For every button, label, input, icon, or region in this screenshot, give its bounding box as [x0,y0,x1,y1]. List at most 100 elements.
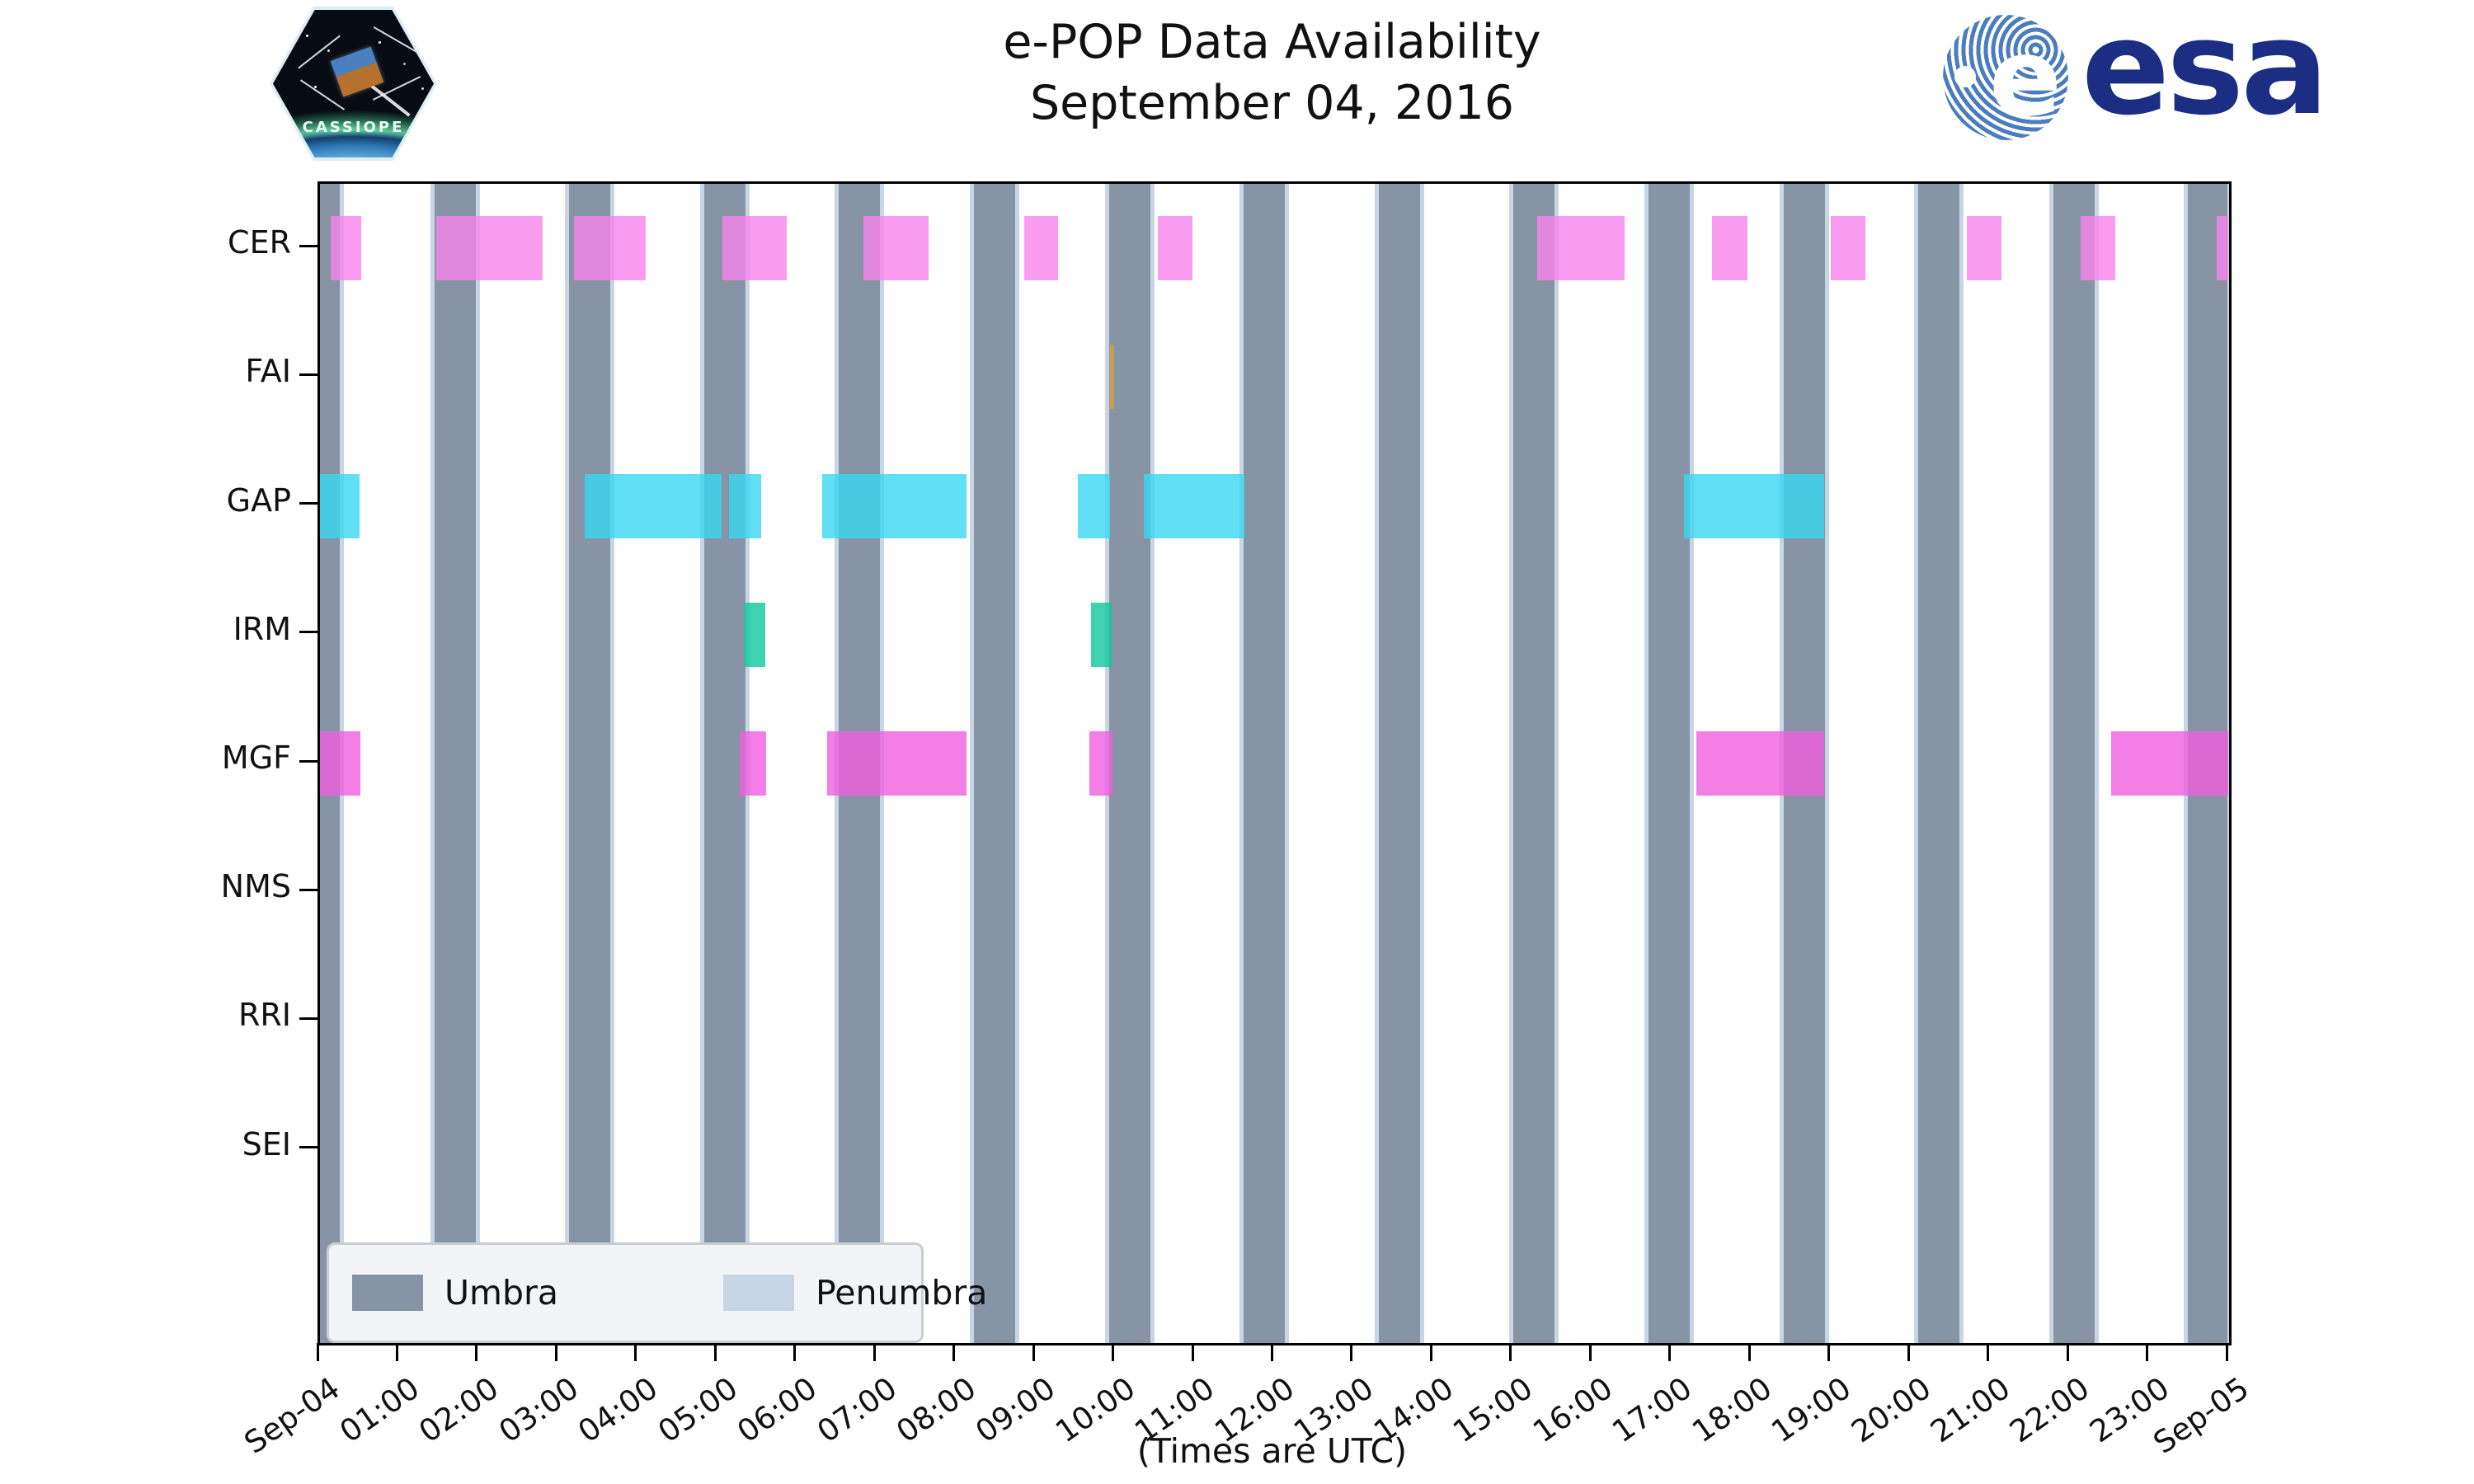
cer-data-bar [435,216,543,281]
penumbra-bar [1690,184,1694,1343]
penumbra-bar [700,184,704,1343]
x-tick-mark [2225,1343,2228,1361]
x-tick-mark [1588,1343,1592,1361]
y-tick-label-rri: RRI [238,997,291,1034]
penumbra-bar [1150,184,1155,1343]
esa-globe-icon: e [1943,15,2068,140]
gap-data-bar [1684,473,1825,538]
cassiope-badge-label: CASSIOPE [302,119,405,136]
x-tick-mark [1112,1343,1115,1361]
gap-data-bar [728,473,762,538]
y-tick-label-mgf: MGF [221,740,291,776]
cer-data-bar [330,216,362,281]
plot-area: Umbra Penumbra [317,181,2232,1345]
y-tick-mark [299,759,317,763]
legend-umbra-label: Umbra [444,1273,558,1313]
x-tick-mark [1668,1343,1672,1361]
stars-decor [306,35,308,37]
y-tick-label-sei: SEI [242,1125,291,1162]
penumbra-bar [610,184,614,1343]
legend: Umbra Penumbra [327,1242,987,1343]
mgf-data-bar [740,731,767,796]
fai-data-bar [1109,345,1114,410]
y-tick-label-irm: IRM [233,610,291,647]
penumbra-bar [2049,184,2053,1343]
penumbra-bar [1375,184,1379,1343]
gap-data-bar [821,473,967,538]
legend-penumbra-label: Penumbra [815,1273,988,1313]
gap-data-bar [585,473,722,538]
esa-logo: e esa [1943,0,2405,158]
cer-data-bar [863,216,929,281]
irm-data-bar [1090,602,1112,667]
cer-data-bar [1023,216,1059,281]
mgf-data-bar [320,731,361,796]
penumbra-bar [1959,184,1964,1343]
x-tick-mark [1350,1343,1353,1361]
x-tick-mark [395,1343,398,1361]
x-tick-mark [2066,1343,2069,1361]
cer-data-bar [1712,216,1748,281]
umbra-bar [973,184,1016,1343]
umbra-bar [2053,184,2095,1343]
legend-umbra-swatch [352,1275,423,1311]
x-tick-mark [952,1343,956,1361]
chart-title-block: e-POP Data Availability September 04, 20… [317,12,2227,134]
esa-globe-letter: e [1988,15,2062,140]
y-tick-mark [299,373,317,376]
y-tick-label-cer: CER [228,224,291,261]
umbra-bar [1108,184,1151,1343]
x-tick-mark [316,1343,319,1361]
umbra-bar [1917,184,1959,1343]
x-tick-mark [634,1343,637,1361]
penumbra-bar [1015,184,1019,1343]
cer-data-bar [2216,216,2229,281]
gap-data-bar [1144,473,1244,538]
x-axis-label: (Times are UTC) [1136,1431,1408,1471]
mgf-data-bar [1696,731,1825,796]
x-tick-mark [1827,1343,1831,1361]
esa-wordmark: esa [2081,0,2329,144]
umbra-bar [1378,184,1421,1343]
x-tick-mark [1509,1343,1512,1361]
x-tick-mark [1907,1343,1910,1361]
y-tick-mark [299,1146,317,1149]
y-tick-label-gap: GAP [226,481,291,519]
cer-data-bar [1157,216,1193,281]
esa-globe-dot [1954,66,1976,87]
penumbra-bar [1554,184,1559,1343]
penumbra-bar [1824,184,1829,1343]
y-tick-label-fai: FAI [245,353,291,390]
x-tick-mark [475,1343,478,1361]
penumbra-bar [2227,184,2229,1343]
penumbra-bar [2094,184,2099,1343]
legend-penumbra-swatch [722,1275,794,1311]
penumbra-bar [1420,184,1424,1343]
cer-data-bar [573,216,647,281]
irm-data-bar [744,602,766,667]
mgf-data-bar [1089,731,1112,796]
x-tick-mark [793,1343,797,1361]
chart-subtitle-date: September 04, 2016 [1029,76,1514,130]
umbra-bar [434,184,477,1343]
penumbra-bar [1914,184,1918,1343]
x-tick-mark [2146,1343,2149,1361]
umbra-bar [1648,184,1690,1343]
cer-data-bar [722,216,788,281]
penumbra-bar [1239,184,1244,1343]
penumbra-bar [970,184,974,1343]
x-tick-mark [1032,1343,1035,1361]
penumbra-bar [565,184,569,1343]
penumbra-bar [1644,184,1649,1343]
penumbra-bar [430,184,435,1343]
y-tick-mark [299,888,317,891]
umbra-bar [1243,184,1286,1343]
x-tick-mark [1271,1343,1273,1361]
x-tick-mark [872,1343,876,1361]
gap-data-bar [320,473,360,538]
mgf-data-bar [2111,731,2229,796]
penumbra-bar [1509,184,1513,1343]
gap-data-bar [1078,473,1110,538]
chart-title: e-POP Data Availability [1003,15,1541,69]
cer-data-bar [1536,216,1625,281]
